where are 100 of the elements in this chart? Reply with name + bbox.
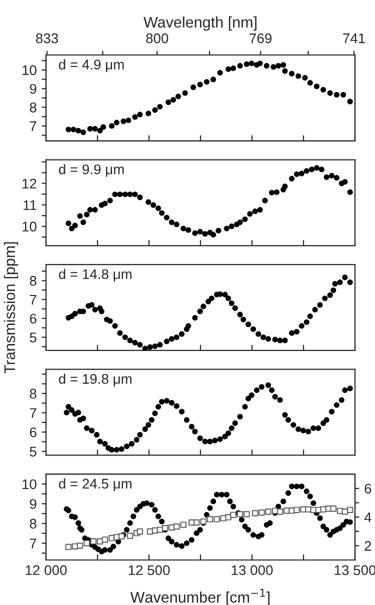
point: [102, 536, 108, 543]
y-tick-label: 6: [30, 427, 36, 438]
point: [334, 175, 340, 181]
point: [76, 128, 82, 134]
point: [248, 60, 254, 66]
point: [66, 220, 72, 226]
point: [127, 192, 133, 198]
x2-tick-label: 800: [146, 33, 168, 44]
point: [186, 227, 192, 233]
x2-tick-label: 833: [36, 33, 58, 44]
point: [276, 508, 284, 515]
point: [132, 114, 138, 120]
annotation: d = 9.9 μm: [58, 164, 124, 177]
point: [262, 198, 268, 204]
point: [92, 207, 98, 213]
point: [87, 207, 93, 213]
y2-tick-label: 2: [364, 541, 372, 551]
y-tick-label: 12: [22, 178, 36, 188]
point: [87, 126, 93, 132]
point: [320, 86, 326, 93]
point: [346, 506, 354, 513]
annotation: d = 14.8 μm: [58, 268, 132, 282]
point: [190, 84, 196, 90]
point: [257, 60, 263, 66]
point: [170, 97, 176, 103]
point: [164, 214, 170, 220]
point: [107, 198, 113, 204]
point: [230, 512, 236, 518]
point: [304, 168, 310, 174]
point: [158, 210, 165, 216]
point: [224, 226, 230, 232]
point: [72, 222, 78, 228]
point: [112, 192, 118, 198]
point: [314, 165, 320, 171]
point: [180, 522, 186, 528]
x2-axis-title: Wavelength [nm]: [144, 16, 256, 31]
point: [327, 90, 333, 96]
point: [307, 80, 313, 86]
point: [77, 213, 83, 219]
y-tick-label: 5: [30, 446, 36, 457]
y-tick-label: 6: [30, 314, 36, 324]
point: [157, 104, 163, 110]
point: [347, 189, 353, 195]
point: [102, 200, 108, 206]
x2-tick-label: 769: [250, 33, 272, 44]
point: [330, 506, 336, 512]
point: [340, 92, 346, 98]
point: [168, 219, 174, 226]
annotation: d = 19.8 μm: [58, 374, 132, 386]
y-tick-label: 7: [30, 538, 36, 548]
point: [150, 202, 156, 208]
point: [114, 120, 120, 126]
point: [76, 542, 84, 549]
point: [318, 166, 324, 172]
point: [192, 230, 198, 236]
point: [100, 124, 106, 130]
point: [162, 524, 168, 532]
point: [84, 540, 90, 546]
point: [237, 63, 243, 69]
y-tick-label: 7: [30, 408, 36, 418]
point: [216, 228, 222, 234]
point: [296, 73, 302, 79]
y-tick-label: 9: [30, 84, 36, 94]
x2-tick-label: 741: [343, 34, 365, 44]
point: [66, 126, 72, 132]
point: [302, 75, 308, 81]
y-tick-label: 9: [30, 499, 36, 509]
y-tick-label: 8: [30, 102, 36, 112]
point: [156, 526, 163, 533]
x-tick-label: 12 000: [26, 565, 67, 576]
point: [242, 216, 248, 222]
point: [270, 64, 276, 70]
point: [308, 166, 315, 172]
point: [202, 231, 208, 237]
point: [269, 190, 275, 196]
point: [92, 126, 98, 132]
y-axis-title: Transmission [ppm]: [4, 242, 18, 374]
point: [265, 508, 272, 515]
y2-tick-label: 6: [364, 484, 372, 494]
point: [137, 112, 143, 118]
point: [226, 66, 232, 72]
point: [206, 516, 214, 522]
point: [288, 176, 295, 182]
point: [247, 211, 253, 217]
y-tick-label: 10: [22, 479, 36, 490]
point: [65, 544, 72, 550]
point: [237, 219, 243, 226]
point: [328, 172, 334, 178]
point: [276, 63, 282, 69]
point: [68, 226, 75, 232]
point: [334, 92, 340, 98]
point: [258, 510, 265, 516]
point: [117, 192, 123, 198]
point: [146, 110, 152, 116]
point: [210, 232, 216, 238]
point: [80, 130, 86, 136]
point: [217, 70, 223, 76]
point: [174, 222, 180, 228]
y2-tick-label: 4: [364, 512, 372, 522]
point: [314, 84, 320, 90]
